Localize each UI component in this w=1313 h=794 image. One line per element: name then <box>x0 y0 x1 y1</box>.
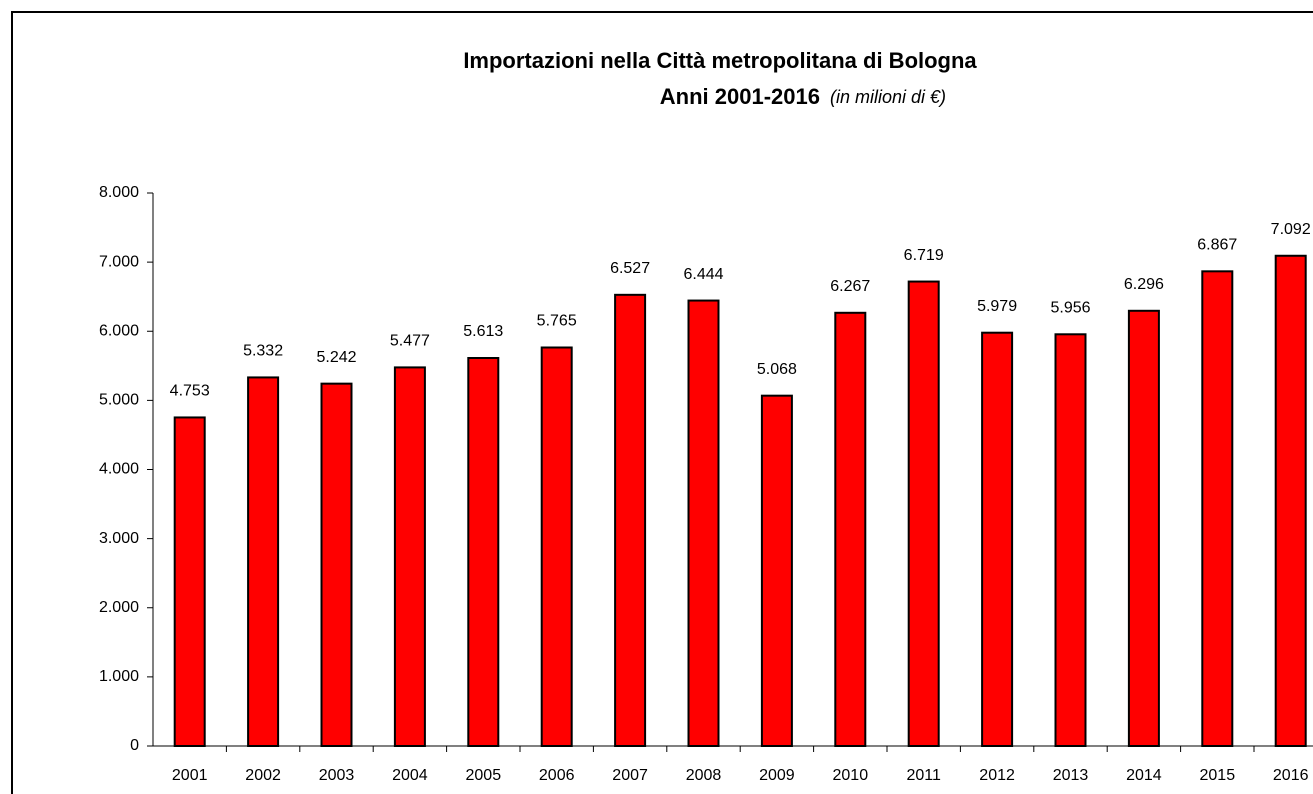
value-label: 6.296 <box>1124 276 1164 293</box>
y-tick-label: 8.000 <box>99 184 139 201</box>
value-label: 4.753 <box>170 383 210 400</box>
bar <box>540 346 573 747</box>
x-tick-label: 2015 <box>1200 767 1236 784</box>
bar <box>1054 333 1087 747</box>
y-tick-label: 0 <box>130 737 139 754</box>
value-label: 5.242 <box>316 349 356 366</box>
value-label: 6.527 <box>610 260 650 277</box>
chart-subtitle: Anni 2001-2016 <box>660 84 820 109</box>
bar <box>1127 309 1160 747</box>
x-tick-label: 2005 <box>466 767 502 784</box>
value-label: 7.092 <box>1271 221 1311 238</box>
x-tick-label: 2008 <box>686 767 722 784</box>
value-label: 5.477 <box>390 333 430 350</box>
bar <box>834 311 867 747</box>
bar <box>393 366 426 747</box>
bar <box>981 331 1014 747</box>
value-label: 6.719 <box>904 247 944 264</box>
y-tick-label: 4.000 <box>99 461 139 478</box>
x-tick-label: 2016 <box>1273 767 1309 784</box>
x-tick-label: 2002 <box>245 767 281 784</box>
bar <box>173 416 206 747</box>
value-label: 5.332 <box>243 343 283 360</box>
bar <box>907 280 940 747</box>
x-tick-label: 2003 <box>319 767 355 784</box>
y-tick-label: 2.000 <box>99 599 139 616</box>
value-label: 6.867 <box>1197 237 1237 254</box>
y-tick-label: 6.000 <box>99 322 139 339</box>
value-label: 5.765 <box>537 313 577 330</box>
value-label: 6.267 <box>830 278 870 295</box>
y-tick-label: 1.000 <box>99 668 139 685</box>
value-label: 5.956 <box>1050 300 1090 317</box>
x-tick-label: 2011 <box>906 767 941 784</box>
value-label: 5.613 <box>463 323 503 340</box>
bar <box>467 357 500 747</box>
x-tick-label: 2001 <box>172 767 208 784</box>
bar <box>320 382 353 747</box>
x-tick-label: 2012 <box>979 767 1015 784</box>
unit-note: (in milioni di €) <box>830 87 946 107</box>
bar <box>614 293 647 747</box>
bar <box>247 376 280 747</box>
chart-title: Importazioni nella Città metropolitana d… <box>463 48 977 73</box>
y-tick-label: 5.000 <box>99 392 139 409</box>
bar <box>1201 270 1234 747</box>
chart-border <box>11 11 1313 794</box>
x-tick-label: 2007 <box>612 767 648 784</box>
y-tick-label: 7.000 <box>99 253 139 270</box>
value-label: 6.444 <box>683 266 723 283</box>
x-tick-label: 2009 <box>759 767 795 784</box>
bar <box>1274 254 1307 747</box>
x-tick-label: 2004 <box>392 767 428 784</box>
value-label: 5.068 <box>757 361 797 378</box>
x-tick-label: 2014 <box>1126 767 1162 784</box>
value-label: 5.979 <box>977 298 1017 315</box>
bar <box>760 394 793 747</box>
x-tick-label: 2006 <box>539 767 575 784</box>
bar <box>687 299 720 747</box>
y-tick-label: 3.000 <box>99 530 139 547</box>
x-tick-label: 2013 <box>1053 767 1089 784</box>
x-tick-label: 2010 <box>833 767 869 784</box>
